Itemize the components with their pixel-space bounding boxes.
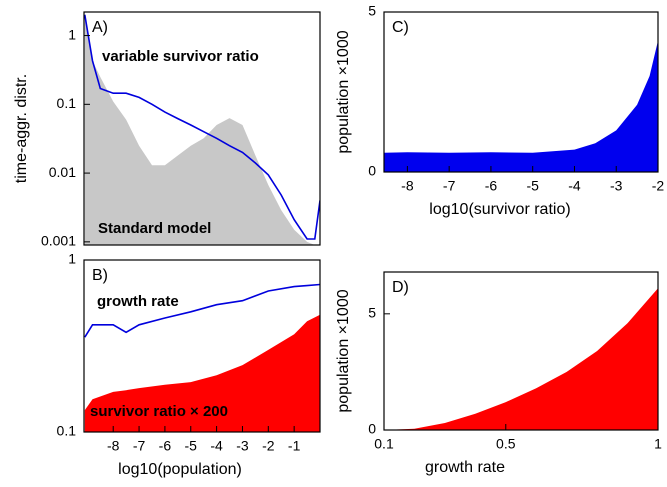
series-label: growth rate (97, 293, 179, 310)
y-tick-label: 5 (368, 3, 376, 19)
area (84, 314, 320, 432)
x-tick-label: 0.1 (374, 436, 394, 452)
x-axis-label: log10(population) (118, 461, 242, 478)
panel-label: B) (92, 267, 108, 284)
series-label: Standard model (98, 220, 211, 237)
panel-label: A) (92, 19, 108, 36)
frame (83, 11, 321, 246)
y-tick-label: 1 (68, 26, 76, 42)
panel: Standard model variable survivor ratio A) 1… (13, 11, 321, 249)
y-tick-label: 0.1 (57, 95, 77, 111)
frame (83, 259, 321, 433)
series-label: survivor ratio × 200 (90, 403, 228, 420)
x-tick-label: -3 (236, 438, 249, 454)
plot-area (84, 283, 320, 432)
y-axis-label: population ×1000 (335, 30, 352, 153)
x-tick-label: -2 (652, 178, 665, 194)
line (84, 283, 320, 338)
panel: D) 5 00.1 0.5 1 growth rate population ×1000 (335, 271, 662, 476)
area (84, 14, 320, 245)
y-tick-label: 0 (368, 163, 376, 179)
x-tick-label: -7 (133, 438, 146, 454)
plot-area (384, 288, 658, 430)
line (84, 14, 320, 240)
series-label: variable survivor ratio (102, 48, 259, 65)
y-axis-label: time-aggr. distr. (13, 74, 30, 183)
x-tick-label: -6 (485, 178, 498, 194)
x-tick-label: -4 (210, 438, 223, 454)
area (384, 288, 658, 430)
y-tick-label: 0 (368, 421, 376, 437)
panel-label: C) (392, 19, 409, 36)
x-axis-label: log10(survivor ratio) (429, 201, 570, 218)
x-tick-label: -5 (185, 438, 198, 454)
x-tick-label: 1 (654, 436, 662, 452)
x-tick-label: 0.5 (496, 436, 516, 452)
y-tick-label: 0.1 (57, 423, 77, 439)
panel-label: D) (392, 279, 409, 296)
y-tick-label: 5 (368, 305, 376, 321)
y-tick-label: 1 (68, 251, 76, 267)
x-tick-label: -8 (401, 178, 414, 194)
x-tick-label: -4 (568, 178, 581, 194)
plot-area (84, 14, 320, 245)
x-tick-label: -6 (159, 438, 172, 454)
x-tick-label: -8 (107, 438, 120, 454)
x-axis-label: growth rate (425, 459, 505, 476)
y-tick-label: 0.01 (49, 164, 76, 180)
x-tick-label: -2 (262, 438, 275, 454)
frame (383, 271, 659, 431)
plot-area (384, 40, 658, 172)
x-tick-label: -3 (610, 178, 623, 194)
x-tick-label: -7 (443, 178, 456, 194)
area (384, 40, 658, 172)
y-tick-label: 0.001 (41, 233, 76, 249)
x-tick-label: -1 (288, 438, 301, 454)
panel: C) 5 0 -8 -7 -6 -5 -4 -3 -2 log10(survivor ratio) p… (335, 3, 664, 219)
frame (383, 11, 659, 173)
x-tick-label: -5 (526, 178, 539, 194)
y-axis-label: population ×1000 (335, 289, 352, 412)
